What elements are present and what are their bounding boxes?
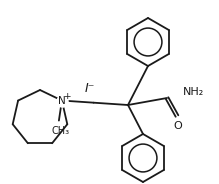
Text: CH₃: CH₃ bbox=[52, 125, 70, 136]
Text: O: O bbox=[174, 121, 182, 131]
Text: +: + bbox=[63, 92, 70, 101]
Text: NH₂: NH₂ bbox=[183, 87, 204, 97]
Text: I⁻: I⁻ bbox=[85, 82, 95, 95]
Text: N: N bbox=[58, 95, 66, 106]
